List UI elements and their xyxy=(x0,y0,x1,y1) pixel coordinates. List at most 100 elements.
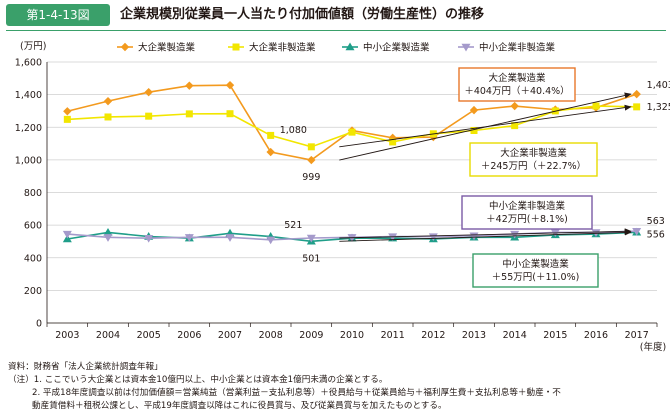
legend-item: 大企業非製造業 xyxy=(228,42,316,54)
data-point xyxy=(226,110,234,118)
x-tick-label: 2015 xyxy=(543,330,567,341)
note-1: （注）1. ここでいう大企業とは資本金10億円以上、中小企業とは資本金1億円未満… xyxy=(8,375,388,385)
legend-item: 中小企業製造業 xyxy=(342,42,430,54)
annotation-text: ＋42万円(＋8.1%) xyxy=(486,214,568,225)
data-point xyxy=(428,233,438,242)
line-chart: 0 200 400 600 800 1,000 1,200 1,400 1,600 (万円) 200… xyxy=(15,41,670,353)
legend-marker xyxy=(461,43,471,52)
x-tick-label: 2017 xyxy=(625,330,649,341)
data-point xyxy=(632,227,642,236)
legend-marker xyxy=(232,43,240,51)
x-tick-label: 2007 xyxy=(218,330,242,341)
data-point xyxy=(267,131,275,139)
annotation-text: 大企業非製造業 xyxy=(500,147,567,159)
annotation-frame xyxy=(469,142,598,177)
legend-marker xyxy=(345,42,355,51)
legend-item: 大企業製造業 xyxy=(117,42,196,54)
x-tick-label: 2013 xyxy=(462,330,486,341)
x-tick-label: 2006 xyxy=(177,330,201,341)
y-tick-label: 200 xyxy=(24,286,42,297)
y-axis-title: (万円) xyxy=(20,41,46,52)
legend-label: 大企業製造業 xyxy=(138,42,196,54)
data-point xyxy=(63,115,71,123)
data-label: 521 xyxy=(284,220,302,231)
annotation-frame xyxy=(461,195,593,230)
x-tick-label: 2005 xyxy=(137,330,161,341)
x-tick-label: 2003 xyxy=(55,330,79,341)
data-point xyxy=(144,234,154,243)
annotation-box: 大企業製造業＋404万円（＋40.4%） xyxy=(458,67,576,102)
y-tick-label: 800 xyxy=(24,188,42,199)
y-tick-label: 600 xyxy=(24,221,42,232)
data-point xyxy=(225,80,235,90)
x-tick-label: 2010 xyxy=(340,330,364,341)
data-point xyxy=(144,87,153,97)
data-point xyxy=(348,128,356,136)
data-label: 999 xyxy=(302,172,320,183)
annotation-box: 中小企業非製造業 ＋42万円(＋8.1%) xyxy=(461,195,593,230)
legend-marker xyxy=(120,42,130,52)
y-tick-label: 1,600 xyxy=(15,58,42,69)
data-point xyxy=(511,122,519,130)
annotation-text: ＋245万円（＋22.7%） xyxy=(481,160,586,172)
data-point xyxy=(632,89,641,99)
data-point xyxy=(103,96,113,106)
data-point xyxy=(63,107,72,116)
data-label: 1,080 xyxy=(280,125,307,136)
figure-number-badge: 第1-4-13図 xyxy=(6,4,110,26)
source-note: 資料：財務省「法人企業統計調査年報」 xyxy=(8,362,163,372)
annotation-text: ＋55万円(＋11.0%) xyxy=(492,272,580,283)
data-point xyxy=(103,227,113,236)
data-point xyxy=(145,112,153,120)
annotation-text: ＋404万円（＋40.4%） xyxy=(464,85,569,97)
x-tick-label: 2016 xyxy=(584,330,608,341)
x-tick-label: 2012 xyxy=(421,330,445,341)
y-tick-label: 0 xyxy=(36,319,42,330)
figure-title: 企業規模別従業員一人当たり付加価値額（労働生産性）の推移 xyxy=(120,7,485,22)
chart-notes: 資料：財務省「法人企業統計調査年報」 （注）1. ここでいう大企業とは資本金10… xyxy=(8,361,561,413)
data-point xyxy=(307,155,316,165)
data-point xyxy=(633,103,641,111)
annotation-frame xyxy=(458,67,576,102)
x-tick-label: 2008 xyxy=(259,330,283,341)
trend-arrow xyxy=(339,104,632,148)
x-tick-label: 2009 xyxy=(299,330,323,341)
data-point xyxy=(185,81,194,90)
legend-label: 大企業非製造業 xyxy=(249,42,316,54)
data-label: 1,403 xyxy=(647,80,670,91)
annotation-text: 大企業製造業 xyxy=(488,72,546,84)
annotation-frame xyxy=(472,253,599,288)
data-point xyxy=(469,105,479,115)
data-point xyxy=(185,110,193,118)
data-point xyxy=(306,234,316,243)
data-label: 1,325 xyxy=(647,102,670,113)
trend-arrow xyxy=(339,228,632,239)
note-2-continued: 動産賃借料＋租税公課とし、平成19年度調査以降はこれに役員賞与、及び従業員賞与を… xyxy=(32,401,447,411)
legend-label: 中小企業製造業 xyxy=(363,42,430,54)
y-tick-label: 1,200 xyxy=(15,123,42,134)
legend-item: 中小企業非製造業 xyxy=(458,42,556,54)
legend-label: 中小企業非製造業 xyxy=(479,42,556,54)
y-tick-label: 400 xyxy=(24,253,42,264)
note-2: 2. 平成18年度調査以前は付加価値額＝営業純益（営業利益－支払利息等）＋役員給… xyxy=(32,388,561,398)
data-point xyxy=(266,147,275,157)
data-point xyxy=(104,113,112,121)
data-point xyxy=(225,234,235,242)
annotation-box: 中小企業製造業 ＋55万円(＋11.0%) xyxy=(472,253,599,288)
data-label: 556 xyxy=(647,229,665,240)
trend-arrow xyxy=(339,229,632,242)
annotation-text: 中小企業非製造業 xyxy=(489,200,566,212)
data-point xyxy=(184,234,194,242)
y-tick-label: 1,000 xyxy=(15,155,42,166)
data-point xyxy=(592,102,600,110)
data-point xyxy=(510,230,520,239)
figure-header: 第1-4-13図 企業規模別従業員一人当たり付加価値額（労働生産性）の推移 xyxy=(6,4,666,31)
data-point xyxy=(103,234,113,242)
x-axis-title: (年度) xyxy=(640,341,666,353)
y-tick-label: 1,400 xyxy=(15,90,42,101)
data-label: 501 xyxy=(302,253,320,264)
data-point xyxy=(307,143,315,151)
annotation-text: 中小企業製造業 xyxy=(502,258,569,270)
data-point xyxy=(62,230,72,239)
x-tick-label: 2011 xyxy=(381,330,405,341)
